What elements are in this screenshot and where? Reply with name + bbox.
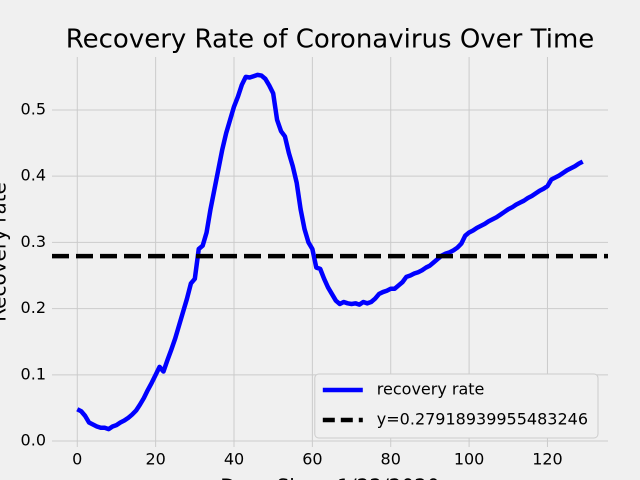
x-tick-label: 60: [302, 450, 322, 469]
x-tick-label: 0: [72, 450, 82, 469]
y-tick-label: 0.2: [21, 298, 46, 317]
y-tick-label: 0.5: [21, 99, 46, 118]
chart-title: Recovery Rate of Coronavirus Over Time: [66, 25, 595, 55]
x-tick-label: 80: [381, 450, 401, 469]
x-tick-label: 100: [454, 450, 485, 469]
legend-label: y=0.27918939955483246: [377, 410, 588, 429]
x-tick-label: 120: [532, 450, 563, 469]
legend-box: [314, 373, 599, 439]
x-tick-label: 20: [145, 450, 165, 469]
y-tick-label: 0.4: [21, 166, 46, 185]
x-tick-label: 40: [224, 450, 244, 469]
y-axis-label: Recovery rate: [0, 182, 11, 322]
y-tick-label: 0.1: [21, 364, 46, 383]
y-tick-label: 0.3: [21, 232, 46, 251]
legend-label: recovery rate: [377, 380, 485, 399]
data-line: [76, 72, 584, 432]
legend: recovery rate y=0.27918939955483246: [314, 373, 599, 439]
y-tick-label: 0.0: [21, 431, 46, 450]
x-axis-label: Days Since 1/22/2020: [220, 475, 439, 480]
